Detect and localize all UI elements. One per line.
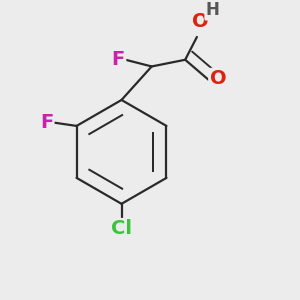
Text: O: O [210, 69, 226, 88]
Text: H: H [206, 1, 220, 19]
Text: O: O [192, 12, 208, 31]
Text: F: F [112, 50, 125, 69]
Text: F: F [40, 113, 53, 132]
Text: Cl: Cl [111, 220, 132, 238]
